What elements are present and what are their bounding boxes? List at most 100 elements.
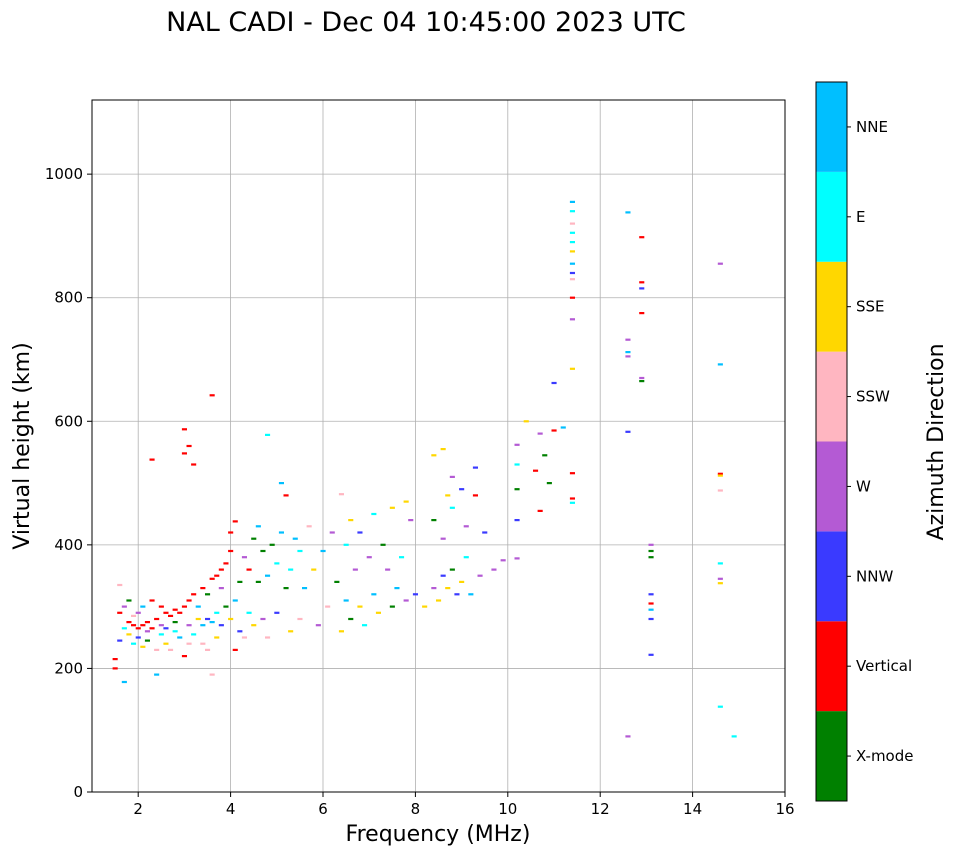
data-point-vertical <box>551 429 557 432</box>
data-point-sse <box>523 420 529 423</box>
data-point-vertical <box>639 312 645 315</box>
data-point-xmode <box>260 549 266 553</box>
data-points <box>112 200 737 738</box>
data-point-w <box>569 318 575 321</box>
data-point-nnw <box>648 593 654 596</box>
data-point-vertical <box>209 577 215 580</box>
data-point-vertical <box>283 494 289 497</box>
colorbar-label: X-mode <box>856 747 913 765</box>
data-point-e <box>297 549 303 553</box>
data-point-w <box>352 568 358 571</box>
data-point-e <box>288 568 294 571</box>
data-point-e <box>569 501 575 504</box>
data-point-vertical <box>154 617 160 621</box>
data-point-w <box>717 262 723 265</box>
data-point-e <box>399 556 405 559</box>
data-point-xmode <box>237 580 243 583</box>
data-point-w <box>639 376 645 380</box>
data-point-w <box>385 568 391 571</box>
data-point-ssw <box>209 673 215 676</box>
x-tick-label: 10 <box>498 800 517 818</box>
data-point-nne <box>625 351 631 354</box>
data-point-ssw <box>306 525 312 528</box>
data-point-vertical <box>537 509 543 512</box>
colorbar-label: NNE <box>856 118 888 136</box>
data-point-vertical <box>218 568 224 571</box>
data-point-sse <box>431 454 437 457</box>
data-point-nne <box>648 608 654 611</box>
data-point-sse <box>445 494 451 497</box>
data-point-sse <box>375 611 381 614</box>
data-point-vertical <box>181 605 187 608</box>
data-point-vertical <box>144 621 150 624</box>
data-point-ssw <box>205 648 211 651</box>
data-point-sse <box>228 617 234 621</box>
data-point-ssw <box>338 493 344 496</box>
data-point-e <box>172 630 178 633</box>
data-point-sse <box>422 605 428 608</box>
data-point-xmode <box>639 380 645 383</box>
data-point-nnw <box>205 617 211 621</box>
data-point-xmode <box>648 556 654 559</box>
data-point-nne <box>569 200 575 203</box>
data-point-nnw <box>569 271 575 275</box>
data-point-nne <box>569 262 575 265</box>
plot-frame <box>91 99 786 793</box>
data-point-nne <box>177 636 183 639</box>
data-point-nne <box>320 549 326 553</box>
data-point-nnw <box>218 624 224 627</box>
data-point-w <box>537 432 543 435</box>
data-point-sse <box>348 519 354 522</box>
data-point-xmode <box>449 568 455 571</box>
data-point-nnw <box>648 653 654 656</box>
y-tick-label: 800 <box>54 289 83 307</box>
data-point-xmode <box>348 617 354 621</box>
data-point-w <box>463 525 469 528</box>
data-point-vertical <box>639 281 645 284</box>
data-point-nne <box>232 599 238 602</box>
colorbar-segment-sse <box>816 261 847 352</box>
colorbar-segment-nne <box>816 82 847 172</box>
data-point-vertical <box>172 608 178 611</box>
data-point-w <box>158 624 164 627</box>
data-point-w <box>315 624 321 627</box>
data-point-nne <box>255 525 261 528</box>
data-point-sse <box>288 630 294 633</box>
data-point-e <box>731 735 737 738</box>
data-point-xmode <box>648 549 654 553</box>
data-point-xmode <box>144 639 150 642</box>
data-point-vertical <box>112 667 118 670</box>
data-point-nne <box>717 363 723 366</box>
data-point-nnw <box>472 466 478 469</box>
data-point-nne <box>278 531 284 534</box>
data-point-e <box>371 512 377 516</box>
data-point-nne <box>140 605 146 608</box>
colorbar-segment-nnw <box>816 531 847 622</box>
data-point-ssw <box>241 636 247 639</box>
data-point-sse <box>717 582 723 585</box>
y-tick-label: 200 <box>54 659 83 677</box>
data-point-w <box>491 568 497 571</box>
data-point-xmode <box>251 537 257 540</box>
data-point-vertical <box>186 599 192 602</box>
data-point-w <box>121 605 127 608</box>
x-tick-label: 2 <box>133 800 143 818</box>
colorbar-title: Azimuth Direction <box>924 343 949 540</box>
colorbar-segment-ssw <box>816 351 847 442</box>
data-point-nne <box>195 605 201 608</box>
data-point-vertical <box>135 627 141 630</box>
colorbar-frame <box>815 81 848 802</box>
data-point-nnw <box>237 630 243 633</box>
data-point-xmode <box>205 593 211 596</box>
data-point-w <box>625 735 631 738</box>
data-point-sse <box>459 580 465 583</box>
data-point-sse <box>163 642 169 645</box>
data-point-w <box>648 543 654 546</box>
data-point-nnw <box>440 574 446 577</box>
data-point-vertical <box>232 520 238 523</box>
data-point-xmode <box>431 519 437 522</box>
data-point-e <box>131 642 137 645</box>
data-point-sse <box>126 633 132 636</box>
data-point-ssw <box>200 642 206 645</box>
data-point-w <box>500 559 506 562</box>
